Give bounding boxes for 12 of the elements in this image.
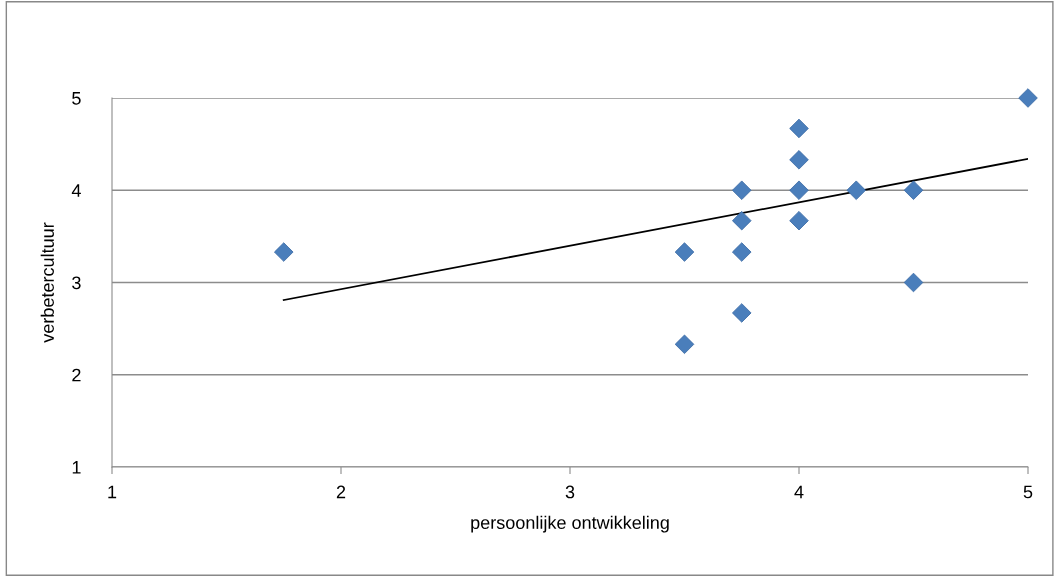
y-tick-label: 4 <box>71 184 81 197</box>
y-tick-label: 2 <box>72 368 81 382</box>
x-tick-label: 1 <box>108 485 117 499</box>
x-tick-label: 5 <box>1023 485 1033 499</box>
y-tick-label: 1 <box>72 461 81 474</box>
x-tick-label: 3 <box>565 485 575 499</box>
y-tick-label: 3 <box>72 276 81 290</box>
y-tick-label: 5 <box>72 92 81 105</box>
x-axis-title: persoonlijke ontwikkeling <box>471 515 669 533</box>
x-tick-label: 2 <box>336 485 346 499</box>
y-axis-title: verbetercultuur <box>40 222 54 343</box>
x-tick-label: 4 <box>794 485 804 499</box>
